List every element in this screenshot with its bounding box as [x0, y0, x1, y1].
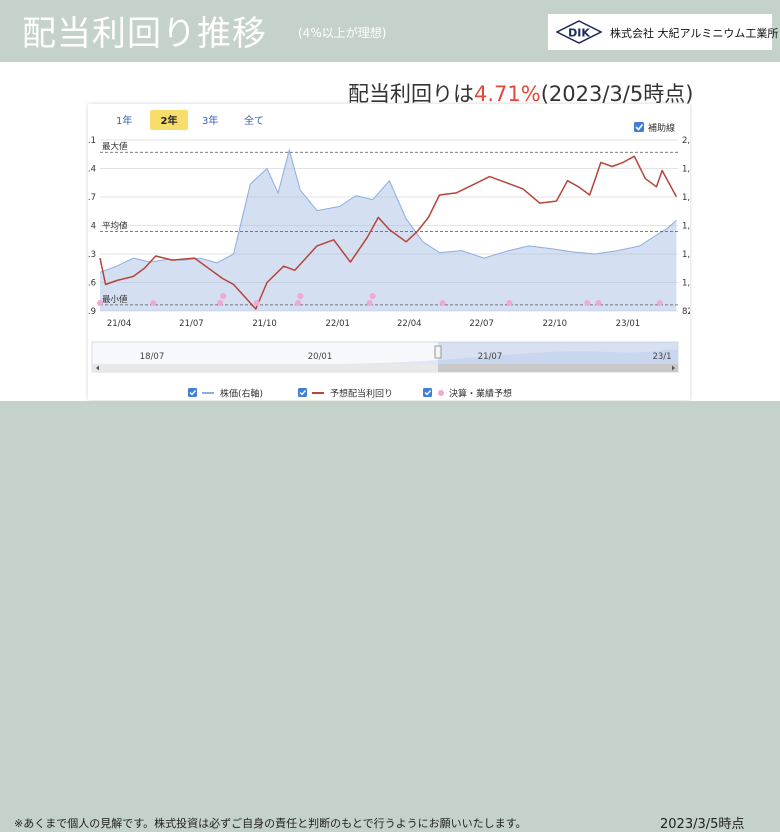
- legend-label[interactable]: 予想配当利回り: [330, 388, 393, 400]
- navigator[interactable]: [91, 341, 679, 373]
- x-tick-label: 21/10: [252, 319, 276, 329]
- navigator-label: 21/07: [478, 352, 503, 362]
- footer-bar: ※あくまで個人の見解です。株式投資は必ずご自身の責任と判断のもとで行うようにお願…: [0, 401, 780, 832]
- event-marker[interactable]: [366, 300, 373, 306]
- logo-mark-text: DIK: [568, 27, 590, 40]
- period-button-label[interactable]: 3年: [202, 114, 218, 127]
- period-button-4[interactable]: 全て: [244, 114, 264, 127]
- y-left-tick-label: 2.6: [88, 279, 96, 289]
- disclaimer: ※あくまで個人の見解です。株式投資は必ずご自身の責任と判断のもとで行うようにお願…: [14, 817, 527, 830]
- event-marker[interactable]: [595, 300, 602, 306]
- event-marker[interactable]: [439, 300, 446, 306]
- period-button-highlight: [150, 110, 188, 130]
- period-button-3[interactable]: 3年: [202, 114, 218, 127]
- navigator-scrollbar-thumb[interactable]: [438, 364, 678, 372]
- dik-logo-icon: DIK: [556, 20, 602, 44]
- period-button-2[interactable]: 2年: [150, 110, 188, 130]
- reference-label: 最小値: [102, 294, 128, 305]
- reference-label: 平均値: [102, 221, 128, 232]
- event-marker[interactable]: [506, 300, 513, 306]
- price-line: [99, 148, 677, 273]
- period-button-label[interactable]: 全て: [244, 114, 264, 127]
- y-right-tick-label: 1,870: [682, 165, 690, 175]
- event-marker[interactable]: [253, 300, 260, 306]
- x-tick-label: 22/07: [469, 319, 494, 329]
- navigator-scrollbar[interactable]: [92, 364, 678, 372]
- headline-value: 4.71%: [474, 82, 541, 106]
- header-bar: 配当利回り推移 (4%以上が理想) DIK 株式会社 大紀アルミニウム工業所: [0, 0, 780, 62]
- company-logo: DIK 株式会社 大紀アルミニウム工業所: [548, 14, 778, 50]
- checkbox-icon: [634, 122, 644, 132]
- x-tick-label: 21/07: [179, 319, 204, 329]
- page-subtitle: (4%以上が理想): [298, 26, 387, 40]
- y-right-tick-label: 820: [682, 307, 690, 317]
- x-tick-label: 21/04: [107, 319, 132, 329]
- legend-label[interactable]: 決算・業績予想: [449, 388, 512, 400]
- event-marker[interactable]: [295, 300, 301, 306]
- period-button-label[interactable]: 1年: [116, 114, 132, 127]
- y-left-tick-label: 5.4: [88, 165, 96, 175]
- legend-item-1[interactable]: 株価(右軸): [188, 388, 263, 400]
- legend-item-2[interactable]: 予想配当利回り: [298, 388, 393, 400]
- x-tick-label: 22/10: [543, 319, 568, 329]
- check-icon: [189, 390, 197, 396]
- event-marker[interactable]: [150, 300, 157, 306]
- guides-label[interactable]: 補助線: [648, 122, 675, 134]
- y-left-tick-label: 4: [91, 222, 96, 232]
- check-icon: [299, 390, 307, 396]
- navigator-label: 20/01: [308, 352, 333, 362]
- legend-checkbox-icon: [423, 388, 432, 397]
- guides-checkbox[interactable]: [634, 122, 644, 132]
- x-tick-label: 22/04: [397, 319, 422, 329]
- legend-item-3[interactable]: 決算・業績予想: [423, 388, 512, 400]
- event-marker[interactable]: [217, 300, 224, 306]
- navigator-label: 23/1: [652, 352, 671, 362]
- y-left-tick-label: 3.3: [88, 250, 96, 260]
- scroll-left-icon[interactable]: [96, 365, 99, 371]
- headline-suffix: (2023/3/5時点): [540, 82, 694, 106]
- event-marker[interactable]: [297, 293, 304, 299]
- legend-checkbox-icon: [298, 388, 307, 397]
- check-icon: [424, 390, 432, 396]
- legend-label[interactable]: 株価(右軸): [220, 388, 263, 400]
- company-name: 株式会社 大紀アルミニウム工業所: [610, 27, 779, 40]
- x-tick-label: 23/01: [616, 319, 641, 329]
- event-marker[interactable]: [97, 300, 103, 306]
- y-right-tick-label: 2,080: [682, 136, 690, 146]
- period-button-label[interactable]: 2年: [161, 114, 178, 127]
- scroll-right-icon[interactable]: [672, 365, 675, 371]
- reference-label: 最大値: [102, 141, 128, 152]
- footer-date: 2023/3/5時点: [660, 817, 745, 832]
- period-button-1[interactable]: 1年: [116, 114, 132, 127]
- page-title: 配当利回り推移: [22, 14, 267, 54]
- yield-line: [99, 155, 678, 310]
- legend-swatch: [438, 390, 444, 396]
- event-marker[interactable]: [656, 300, 663, 306]
- y-right-tick-label: 1,660: [682, 193, 690, 203]
- y-left-tick-label: 1.9: [88, 307, 96, 317]
- yield-headline: 配当利回りは4.71%(2023/3/5時点): [348, 78, 693, 108]
- headline-prefix: 配当利回りは: [348, 82, 474, 106]
- check-icon: [635, 124, 644, 131]
- legend-checkbox-icon: [188, 388, 197, 397]
- navigator-handle-left[interactable]: [434, 345, 442, 359]
- event-marker[interactable]: [584, 300, 591, 306]
- event-marker[interactable]: [220, 293, 227, 299]
- x-tick-label: 22/01: [325, 319, 350, 329]
- navigator-label: 18/07: [140, 352, 165, 362]
- price-area: [100, 150, 677, 311]
- y-left-tick-label: 6.1: [88, 136, 96, 146]
- event-marker[interactable]: [369, 293, 376, 299]
- y-left-tick-label: 4.7: [88, 193, 96, 203]
- y-right-tick-label: 1,450: [682, 222, 690, 232]
- y-right-tick-label: 1,240: [682, 250, 690, 260]
- y-right-tick-label: 1,030: [682, 279, 690, 289]
